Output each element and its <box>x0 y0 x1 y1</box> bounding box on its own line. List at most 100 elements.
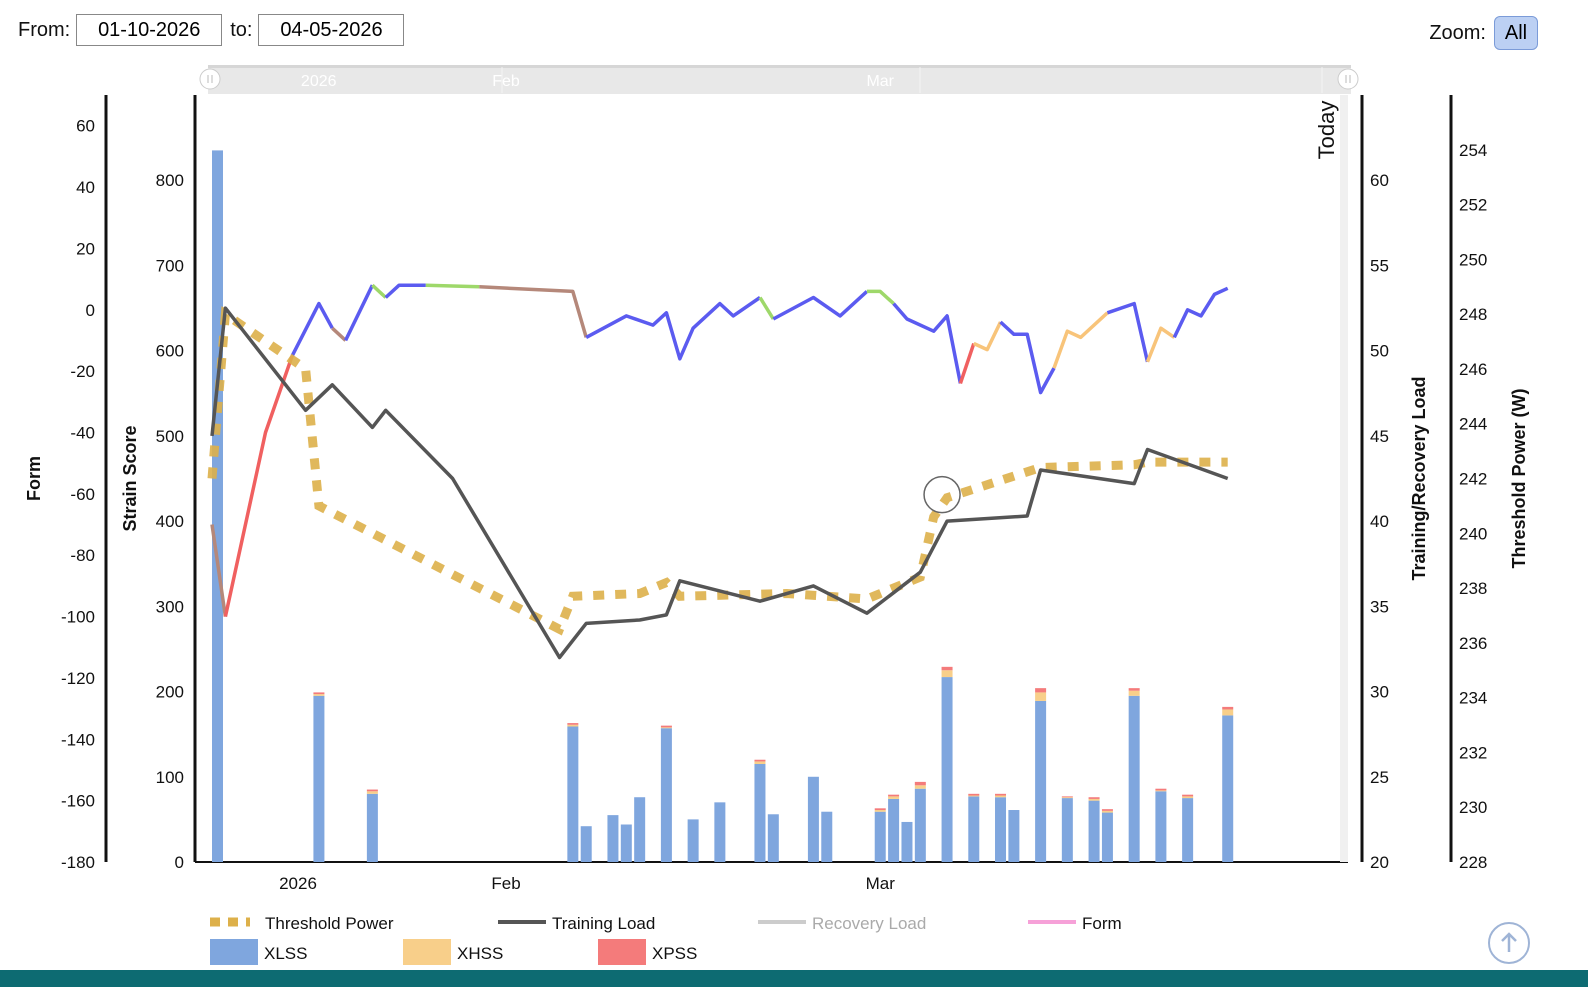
xlss-bar <box>901 821 913 862</box>
form-line <box>999 320 1056 395</box>
chart-lines <box>207 283 1229 660</box>
zoom-all-button[interactable]: All <box>1494 16 1538 50</box>
xpss-bar <box>1101 809 1113 811</box>
xlss-bar <box>754 763 766 862</box>
form-tick-label: -140 <box>61 730 95 749</box>
form-line <box>290 301 334 357</box>
form-line <box>210 524 228 617</box>
xhss-bar <box>1035 692 1047 701</box>
training-load-line <box>210 306 1229 660</box>
form-tick-label: 20 <box>76 239 95 258</box>
from-date-input[interactable] <box>76 14 223 46</box>
xlss-bar <box>1088 800 1100 862</box>
strain-tick-label: 800 <box>156 171 184 190</box>
form-line <box>758 296 775 320</box>
power-tick-label: 248 <box>1459 305 1487 324</box>
xlss-bar <box>687 819 699 862</box>
xhss-bar <box>1101 810 1113 813</box>
power-tick-label: 250 <box>1459 250 1487 269</box>
form-tick-label: -40 <box>70 423 95 442</box>
xpss-bar <box>995 793 1007 796</box>
form-tick-label: 60 <box>76 117 95 136</box>
xhss-bar <box>754 761 766 764</box>
form-line <box>479 285 588 338</box>
xlss-bar <box>212 150 223 863</box>
xhss-bar <box>567 724 579 727</box>
strain-tick-label: 100 <box>156 768 184 787</box>
strain-axis-title: Strain Score <box>120 425 140 531</box>
legend-item-xlss[interactable]: XLSS <box>210 939 307 965</box>
xlss-bar <box>634 797 646 862</box>
xpss-bar <box>1155 788 1167 791</box>
form-line <box>1106 301 1150 363</box>
to-date-input[interactable] <box>258 14 405 46</box>
xhss-bar <box>968 795 980 797</box>
legend-item-xhss[interactable]: XHSS <box>403 939 503 965</box>
zoom-label: Zoom: <box>1429 21 1486 44</box>
xpss-bar <box>1128 688 1140 691</box>
xpss-bar <box>968 793 980 796</box>
handle-circle <box>1337 68 1359 90</box>
xpss-bar <box>660 725 672 728</box>
form-line <box>892 302 963 384</box>
form-line <box>973 321 1003 352</box>
xlss-bar <box>366 793 378 862</box>
xhss-bar <box>1182 796 1194 799</box>
legend-item-recovery[interactable]: Recovery Load <box>758 914 926 933</box>
xhss-bar <box>1061 797 1073 799</box>
form-tick-label: 0 <box>86 301 95 320</box>
legend-item-form[interactable]: Form <box>1028 914 1122 933</box>
legend-item-xpss[interactable]: XPSS <box>598 939 697 965</box>
legend-item-threshold[interactable]: Threshold Power <box>210 914 394 933</box>
legend-label: Recovery Load <box>812 914 926 933</box>
form-tick-label: -180 <box>61 853 95 872</box>
xhss-bar <box>1155 790 1167 792</box>
xpss-bar <box>941 666 953 671</box>
to-label: to: <box>230 18 253 41</box>
power-tick-label: 252 <box>1459 196 1487 215</box>
xlss-bar <box>313 695 325 862</box>
xlss-bar <box>995 797 1007 862</box>
form-line <box>331 326 347 342</box>
today-label: Today <box>1314 101 1339 160</box>
from-label: From: <box>18 18 71 41</box>
form-line <box>384 283 426 299</box>
threshold-power-line <box>207 306 1228 636</box>
xhss-bar <box>995 795 1007 798</box>
navigator-left-handle[interactable] <box>199 68 221 90</box>
form-line <box>866 289 895 305</box>
scroll-to-top-button[interactable] <box>1488 922 1530 964</box>
xpss-bar <box>567 723 579 725</box>
form-line <box>223 355 294 617</box>
load-tick-label: 55 <box>1370 256 1389 275</box>
zoom-control: Zoom: All <box>1429 16 1538 50</box>
power-tick-label: 230 <box>1459 798 1487 817</box>
xhss-bar <box>1128 690 1140 696</box>
xpss-bar <box>888 794 900 797</box>
legend-item-training[interactable]: Training Load <box>498 914 655 933</box>
navigator-right-handle[interactable] <box>1337 68 1359 90</box>
xhss-bar <box>366 791 378 794</box>
load-tick-label: 25 <box>1370 768 1389 787</box>
load-tick-label: 45 <box>1370 427 1389 446</box>
form-line <box>1052 311 1109 369</box>
navigator-label: Mar <box>866 73 894 90</box>
legend-symbol <box>403 939 451 965</box>
range-navigator[interactable]: 2026 Feb Mar <box>199 65 1359 94</box>
legend-symbol <box>210 939 258 965</box>
xlss-bar <box>580 826 592 862</box>
navigator-track <box>208 65 1351 94</box>
load-tick-label: 30 <box>1370 683 1389 702</box>
x-tick-label: Feb <box>491 874 520 893</box>
form-line <box>371 283 387 299</box>
power-tick-label: 254 <box>1459 141 1487 160</box>
legend-label: Form <box>1082 914 1122 933</box>
xlss-bar <box>1128 695 1140 862</box>
arrow-up-icon <box>1501 932 1517 952</box>
x-tick-label: 2026 <box>279 874 317 893</box>
xpss-bar <box>874 808 886 811</box>
legend-label: XHSS <box>457 944 503 963</box>
legend-label: XLSS <box>264 944 307 963</box>
xhss-bar <box>1088 798 1100 801</box>
